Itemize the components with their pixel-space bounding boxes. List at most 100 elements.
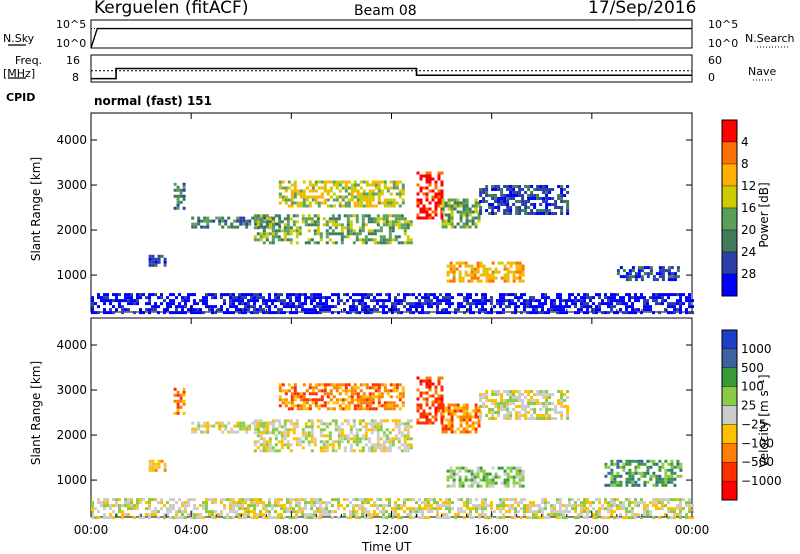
power-cell — [199, 299, 202, 303]
power-cell — [346, 220, 350, 224]
power-cell — [349, 308, 352, 312]
velocity-colorbar-tick: 1000 — [741, 342, 772, 356]
velocity-cell — [409, 498, 412, 502]
power-cell — [458, 261, 462, 265]
power-cell — [344, 204, 348, 208]
velocity-cell — [568, 501, 571, 505]
velocity-cell — [289, 501, 292, 505]
power-cell — [625, 305, 628, 309]
power-cell — [278, 201, 282, 205]
power-cell — [344, 189, 348, 193]
velocity-cell — [485, 405, 489, 408]
power-cell — [356, 192, 360, 196]
velocity-cell — [664, 468, 668, 472]
power-cell — [245, 225, 249, 229]
power-cell — [515, 191, 519, 194]
power-cell — [319, 311, 322, 315]
power-cell — [388, 296, 391, 300]
velocity-cell — [118, 510, 121, 514]
velocity-cell — [643, 474, 647, 478]
velocity-cell — [367, 449, 371, 453]
power-cell — [313, 296, 316, 300]
velocity-cell — [481, 507, 484, 511]
power-cell — [127, 302, 130, 306]
power-cell — [475, 299, 478, 303]
velocity-cell — [517, 501, 520, 505]
velocity-cell — [256, 504, 259, 508]
power-cell — [184, 305, 187, 309]
power-cell — [652, 293, 655, 297]
velocity-cell — [127, 507, 130, 511]
power-cell — [346, 214, 350, 218]
velocity-cell — [296, 407, 300, 411]
velocity-cell — [436, 504, 439, 508]
power-cell — [688, 293, 691, 297]
velocity-cell — [379, 422, 383, 426]
velocity-cell — [284, 398, 288, 402]
velocity-cell — [253, 516, 256, 520]
power-cell — [424, 293, 427, 297]
velocity-cell — [370, 498, 373, 502]
velocity-cell — [313, 516, 316, 520]
time-tick-label: 20:00 — [575, 523, 610, 537]
velocity-cell — [521, 402, 525, 405]
velocity-cell — [202, 501, 205, 505]
power-cell — [545, 200, 549, 203]
power-cell — [320, 201, 324, 205]
velocity-cell — [379, 504, 382, 508]
velocity-cell — [91, 504, 94, 508]
velocity-cell — [332, 407, 336, 411]
power-cell — [509, 212, 513, 215]
velocity-cell — [403, 437, 407, 441]
velocity-cell — [319, 501, 322, 505]
power-cell — [383, 198, 387, 202]
power-cell — [416, 204, 420, 208]
velocity-cell — [506, 481, 510, 485]
velocity-cell — [214, 501, 217, 505]
power-cell — [625, 293, 628, 297]
power-cell — [473, 276, 477, 280]
velocity-cell — [358, 428, 362, 432]
velocity-cell — [253, 422, 257, 426]
power-cell — [514, 311, 517, 315]
power-cell — [503, 200, 507, 203]
velocity-cell — [607, 507, 610, 511]
power-cell — [598, 308, 601, 312]
velocity-cell — [439, 507, 442, 511]
power-cell — [310, 223, 314, 227]
velocity-cell — [376, 422, 380, 426]
power-cell — [230, 225, 234, 229]
power-cell — [259, 232, 263, 236]
power-cell — [409, 241, 413, 245]
power-cell — [388, 293, 391, 297]
power-cell — [344, 201, 348, 205]
velocity-cell — [607, 516, 610, 520]
power-cell — [583, 302, 586, 306]
power-cell — [418, 302, 421, 306]
velocity-cell — [377, 392, 381, 396]
velocity-cell — [226, 513, 229, 517]
power-cell — [667, 293, 670, 297]
velocity-cell — [452, 484, 456, 488]
power-cell — [509, 209, 513, 212]
power-cell — [169, 311, 172, 315]
velocity-cell — [673, 465, 677, 469]
velocity-cell — [121, 504, 124, 508]
power-cell — [319, 308, 322, 312]
velocity-cell — [388, 437, 392, 441]
velocity-cell — [229, 516, 232, 520]
noise-panel-frame — [90, 19, 693, 49]
power-cell — [557, 194, 561, 197]
velocity-cell — [419, 415, 423, 419]
power-cell — [361, 217, 365, 221]
velocity-cell — [518, 472, 522, 476]
velocity-cell — [532, 513, 535, 517]
velocity-cell — [268, 422, 272, 426]
velocity-cell — [286, 443, 290, 447]
velocity-cell — [649, 501, 652, 505]
velocity-cell — [376, 437, 380, 441]
power-cell — [325, 220, 329, 224]
velocity-cell — [160, 498, 163, 502]
velocity-cell — [571, 504, 574, 508]
velocity-cell — [274, 434, 278, 438]
